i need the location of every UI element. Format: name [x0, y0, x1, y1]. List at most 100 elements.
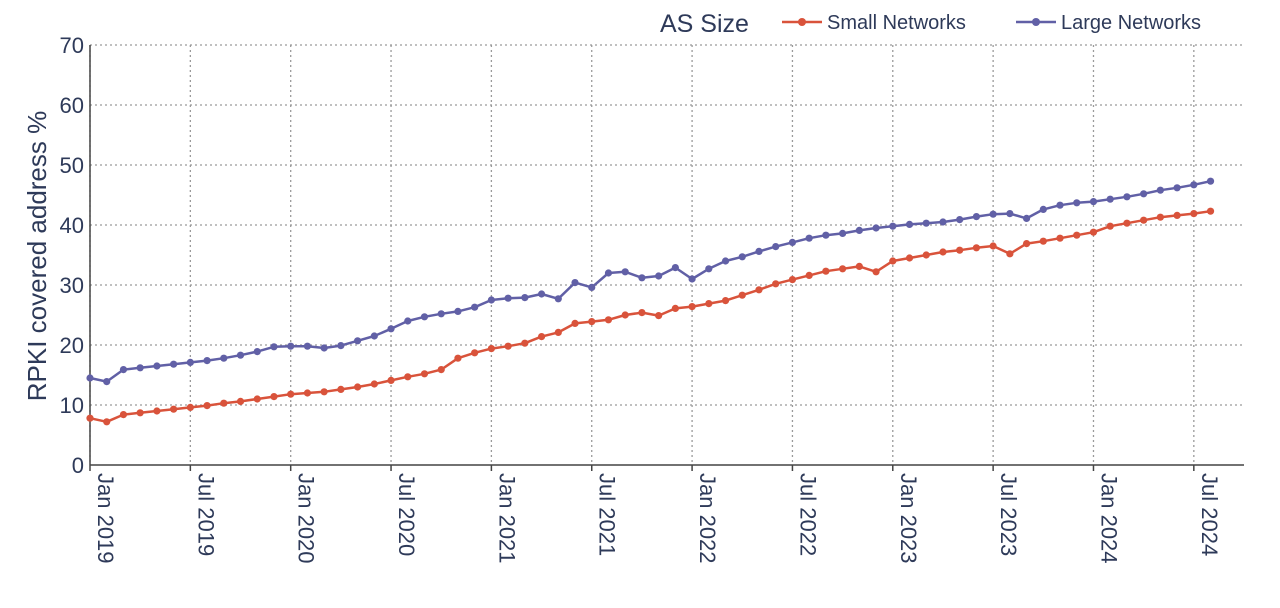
data-point-large-networks-2022-09[interactable]: [822, 231, 830, 239]
data-point-small-networks-2022-12[interactable]: [872, 268, 880, 276]
data-point-large-networks-2020-09[interactable]: [420, 313, 429, 321]
data-point-large-networks-2020-04[interactable]: [337, 342, 345, 350]
data-point-small-networks-2021-12[interactable]: [671, 304, 679, 312]
data-point-large-networks-2019-04[interactable]: [136, 364, 144, 372]
legend-item-large-networks[interactable]: Large Networks: [1016, 12, 1201, 34]
data-point-small-networks-2023-05[interactable]: [956, 246, 964, 254]
data-point-small-networks-2021-04[interactable]: [537, 333, 546, 341]
data-point-large-networks-2021-06[interactable]: [571, 279, 579, 287]
data-point-small-networks-2021-03[interactable]: [521, 339, 529, 347]
data-point-large-networks-2022-03[interactable]: [721, 257, 730, 265]
data-point-small-networks-2023-11[interactable]: [1056, 234, 1064, 242]
data-point-small-networks-2019-01[interactable]: [86, 414, 94, 422]
data-point-large-networks-2021-01[interactable]: [487, 296, 495, 304]
data-point-large-networks-2021-05[interactable]: [554, 295, 562, 303]
data-point-large-networks-2024-06[interactable]: [1173, 184, 1181, 192]
data-point-small-networks-2019-03[interactable]: [119, 411, 128, 419]
data-point-small-networks-2024-07[interactable]: [1190, 210, 1198, 218]
data-point-small-networks-2024-04[interactable]: [1140, 216, 1148, 224]
data-point-large-networks-2019-08[interactable]: [203, 357, 211, 365]
data-point-large-networks-2019-05[interactable]: [153, 362, 161, 370]
data-point-large-networks-2020-06[interactable]: [370, 332, 378, 340]
data-point-small-networks-2023-07[interactable]: [989, 242, 997, 250]
data-point-small-networks-2019-08[interactable]: [203, 402, 211, 410]
data-point-large-networks-2019-12[interactable]: [270, 343, 278, 351]
data-point-small-networks-2022-01[interactable]: [688, 303, 696, 311]
data-point-small-networks-2023-09[interactable]: [1022, 240, 1031, 248]
data-point-small-networks-2023-04[interactable]: [939, 248, 947, 256]
data-point-large-networks-2022-12[interactable]: [872, 224, 880, 232]
data-point-small-networks-2022-02[interactable]: [705, 300, 713, 308]
data-point-small-networks-2024-08[interactable]: [1206, 207, 1215, 215]
data-point-small-networks-2020-06[interactable]: [370, 380, 378, 388]
data-point-large-networks-2020-10[interactable]: [437, 310, 445, 318]
data-point-large-networks-2021-03[interactable]: [521, 294, 529, 302]
data-point-large-networks-2019-02[interactable]: [103, 378, 111, 386]
data-point-small-networks-2019-04[interactable]: [136, 409, 144, 417]
data-point-small-networks-2023-02[interactable]: [905, 254, 914, 262]
data-point-small-networks-2022-08[interactable]: [805, 271, 813, 279]
data-point-large-networks-2020-05[interactable]: [353, 337, 362, 345]
data-point-large-networks-2024-07[interactable]: [1190, 181, 1198, 189]
data-point-small-networks-2021-11[interactable]: [655, 312, 663, 320]
data-point-small-networks-2021-10[interactable]: [638, 309, 646, 317]
data-point-small-networks-2020-11[interactable]: [454, 354, 462, 362]
data-point-small-networks-2020-05[interactable]: [353, 383, 362, 391]
data-point-small-networks-2023-06[interactable]: [972, 244, 981, 252]
data-point-small-networks-2023-10[interactable]: [1039, 237, 1047, 245]
data-point-large-networks-2021-07[interactable]: [588, 283, 596, 291]
data-point-large-networks-2021-04[interactable]: [537, 290, 546, 298]
data-point-large-networks-2024-05[interactable]: [1156, 186, 1164, 194]
data-point-small-networks-2020-07[interactable]: [387, 376, 395, 384]
data-point-small-networks-2019-06[interactable]: [170, 405, 178, 413]
data-point-small-networks-2022-09[interactable]: [822, 267, 830, 275]
data-point-large-networks-2023-09[interactable]: [1022, 214, 1031, 222]
data-point-large-networks-2019-09[interactable]: [220, 354, 228, 362]
data-point-small-networks-2020-02[interactable]: [303, 389, 312, 397]
data-point-small-networks-2022-10[interactable]: [839, 265, 847, 273]
data-point-large-networks-2020-07[interactable]: [387, 325, 395, 333]
data-point-small-networks-2019-12[interactable]: [270, 393, 278, 401]
data-point-small-networks-2021-06[interactable]: [571, 319, 579, 327]
data-point-large-networks-2022-10[interactable]: [839, 229, 847, 237]
data-point-small-networks-2020-10[interactable]: [437, 366, 445, 374]
data-point-large-networks-2023-11[interactable]: [1056, 201, 1064, 209]
data-point-small-networks-2020-08[interactable]: [404, 373, 412, 381]
data-point-small-networks-2022-07[interactable]: [788, 276, 797, 284]
data-point-large-networks-2023-12[interactable]: [1073, 199, 1081, 207]
data-point-small-networks-2019-11[interactable]: [253, 395, 261, 403]
data-point-large-networks-2022-02[interactable]: [705, 265, 713, 273]
data-point-small-networks-2024-01[interactable]: [1089, 228, 1098, 236]
data-point-small-networks-2021-07[interactable]: [588, 318, 596, 326]
data-point-large-networks-2024-04[interactable]: [1140, 190, 1148, 198]
data-point-large-networks-2021-11[interactable]: [655, 272, 663, 280]
data-point-small-networks-2022-11[interactable]: [855, 262, 863, 270]
data-point-small-networks-2024-05[interactable]: [1156, 213, 1164, 221]
data-point-small-networks-2021-08[interactable]: [604, 316, 613, 324]
data-point-large-networks-2020-03[interactable]: [320, 344, 328, 352]
data-point-large-networks-2022-05[interactable]: [755, 247, 763, 255]
data-point-large-networks-2023-03[interactable]: [922, 219, 930, 227]
data-point-small-networks-2020-09[interactable]: [420, 370, 429, 378]
data-point-large-networks-2022-01[interactable]: [688, 275, 696, 283]
data-point-small-networks-2023-08[interactable]: [1006, 250, 1014, 258]
data-point-small-networks-2020-04[interactable]: [337, 385, 345, 393]
data-point-large-networks-2021-02[interactable]: [504, 294, 512, 302]
data-point-large-networks-2024-03[interactable]: [1123, 193, 1131, 201]
data-point-large-networks-2023-10[interactable]: [1039, 205, 1047, 213]
data-point-large-networks-2021-12[interactable]: [671, 264, 679, 272]
data-point-large-networks-2019-10[interactable]: [236, 351, 245, 359]
data-point-small-networks-2019-05[interactable]: [153, 407, 161, 415]
data-point-small-networks-2021-02[interactable]: [504, 342, 512, 350]
data-point-large-networks-2021-10[interactable]: [638, 274, 646, 282]
data-point-large-networks-2023-05[interactable]: [956, 216, 964, 224]
data-point-large-networks-2021-09[interactable]: [621, 268, 629, 276]
data-point-large-networks-2022-04[interactable]: [738, 253, 746, 261]
data-point-large-networks-2020-12[interactable]: [471, 303, 479, 311]
data-point-large-networks-2023-07[interactable]: [989, 210, 997, 218]
data-point-large-networks-2022-08[interactable]: [805, 234, 813, 242]
data-point-small-networks-2021-01[interactable]: [487, 345, 495, 353]
data-point-large-networks-2020-02[interactable]: [303, 342, 312, 350]
data-point-large-networks-2019-11[interactable]: [253, 348, 261, 356]
data-point-large-networks-2019-03[interactable]: [119, 366, 128, 374]
